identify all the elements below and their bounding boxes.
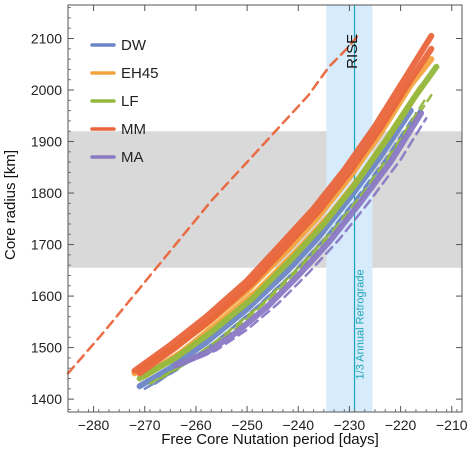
x-tick-label: −260 xyxy=(180,417,212,433)
series-line-ma xyxy=(184,117,428,365)
x-tick-label: −280 xyxy=(78,417,110,433)
legend-label: MA xyxy=(121,149,144,166)
series-line-mm xyxy=(66,32,361,375)
series-line-ma xyxy=(172,110,425,369)
y-tick-label: 1500 xyxy=(31,340,62,356)
x-tick-label: −270 xyxy=(129,417,161,433)
series-ma xyxy=(172,110,428,369)
x-tick-label: −220 xyxy=(385,417,417,433)
legend-item-mm: MM xyxy=(90,121,146,138)
series-line-lf xyxy=(148,96,428,385)
y-tick-label: 1700 xyxy=(31,237,62,253)
x-tick-label: −230 xyxy=(334,417,366,433)
y-tick-label: 1900 xyxy=(31,134,62,150)
legend-item-ma: MA xyxy=(90,149,144,166)
series-mm xyxy=(66,32,435,377)
x-tick-label: −210 xyxy=(436,417,468,433)
y-tick-label: 1800 xyxy=(31,185,62,201)
legend-item-eh45: EH45 xyxy=(90,65,159,82)
tick-labels: −280 −270 −260 −250 −240 −230 −220 −210 1400 1500… xyxy=(31,30,468,433)
series-line-mm xyxy=(131,32,435,374)
series-layer xyxy=(66,32,440,391)
legend-label: EH45 xyxy=(121,65,159,82)
plot-frame xyxy=(67,4,463,413)
y-axis-title: Core radius [km] xyxy=(2,150,19,260)
annotations: RISE 1/3 Annual Retrograde xyxy=(344,34,367,380)
annotation-annual-retrograde: 1/3 Annual Retrograde xyxy=(355,269,367,379)
y-tick-label: 1600 xyxy=(31,288,62,304)
legend: DW EH45 LF MM MA xyxy=(90,37,159,166)
x-tick-label: −250 xyxy=(231,417,263,433)
y-tick-label: 1400 xyxy=(31,391,62,407)
y-tick-label: 2000 xyxy=(31,82,62,98)
x-axis-title: Free Core Nutation period [days] xyxy=(161,431,379,448)
legend-label: DW xyxy=(121,37,147,54)
x-tick-label: −240 xyxy=(282,417,314,433)
legend-label: MM xyxy=(121,121,146,138)
y-tick-label: 2100 xyxy=(31,30,62,46)
annotation-rise: RISE xyxy=(344,34,361,69)
legend-label: LF xyxy=(121,93,139,110)
series-line-lf xyxy=(136,63,440,382)
legend-item-dw: DW xyxy=(90,37,147,54)
series-line-mm xyxy=(136,45,435,377)
legend-item-lf: LF xyxy=(90,93,139,110)
